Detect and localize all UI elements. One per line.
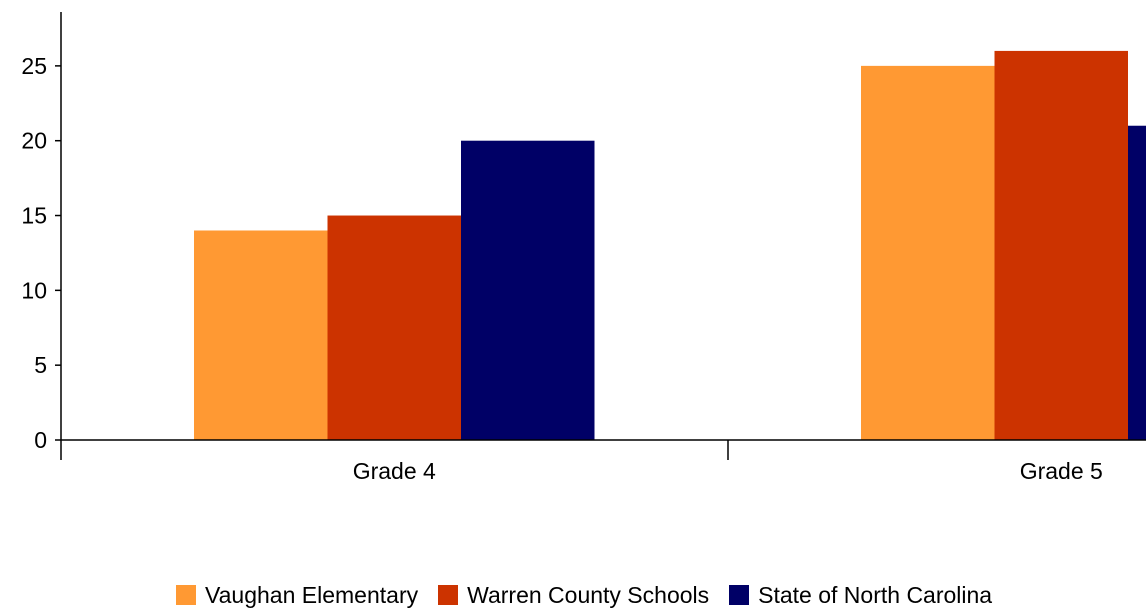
y-tick-label: 25	[21, 53, 47, 79]
legend-swatch	[438, 585, 459, 605]
bar-grade-4-vaughan-elementary	[194, 230, 328, 440]
y-tick-label: 0	[34, 427, 47, 453]
legend-item-state-of-north-carolina: State of North Carolina	[729, 582, 992, 609]
y-tick-label: 10	[21, 277, 47, 303]
bars-group	[194, 50, 1146, 441]
axes-group: 0 5 10 15 20 25 Grade 4 Grade 5	[21, 12, 1146, 484]
bar-grade-4-warren-county-schools	[327, 215, 461, 440]
legend-swatch	[176, 585, 196, 605]
y-tick-label: 5	[34, 352, 47, 378]
legend-item-vaughan-elementary: Vaughan Elementary	[176, 582, 418, 609]
legend-label: Vaughan Elementary	[205, 581, 419, 608]
legend-label: Warren County Schools	[467, 581, 710, 608]
x-tick-label: Grade 5	[1020, 458, 1103, 484]
y-tick-label: 15	[21, 203, 47, 229]
legend: Vaughan Elementary Warren County Schools…	[176, 580, 1012, 610]
legend-label: State of North Carolina	[758, 581, 993, 608]
legend-swatch	[729, 585, 750, 605]
bar-grade-5-state-of-north-carolina	[1128, 125, 1146, 441]
legend-item-warren-county-schools: Warren County Schools	[438, 582, 709, 609]
bar-grade-5-vaughan-elementary	[861, 65, 995, 441]
bar-grade-5-warren-county-schools	[994, 50, 1128, 441]
y-tick-label: 20	[21, 128, 47, 154]
bar-grade-4-state-of-north-carolina	[461, 140, 595, 441]
x-tick-label: Grade 4	[353, 458, 436, 484]
